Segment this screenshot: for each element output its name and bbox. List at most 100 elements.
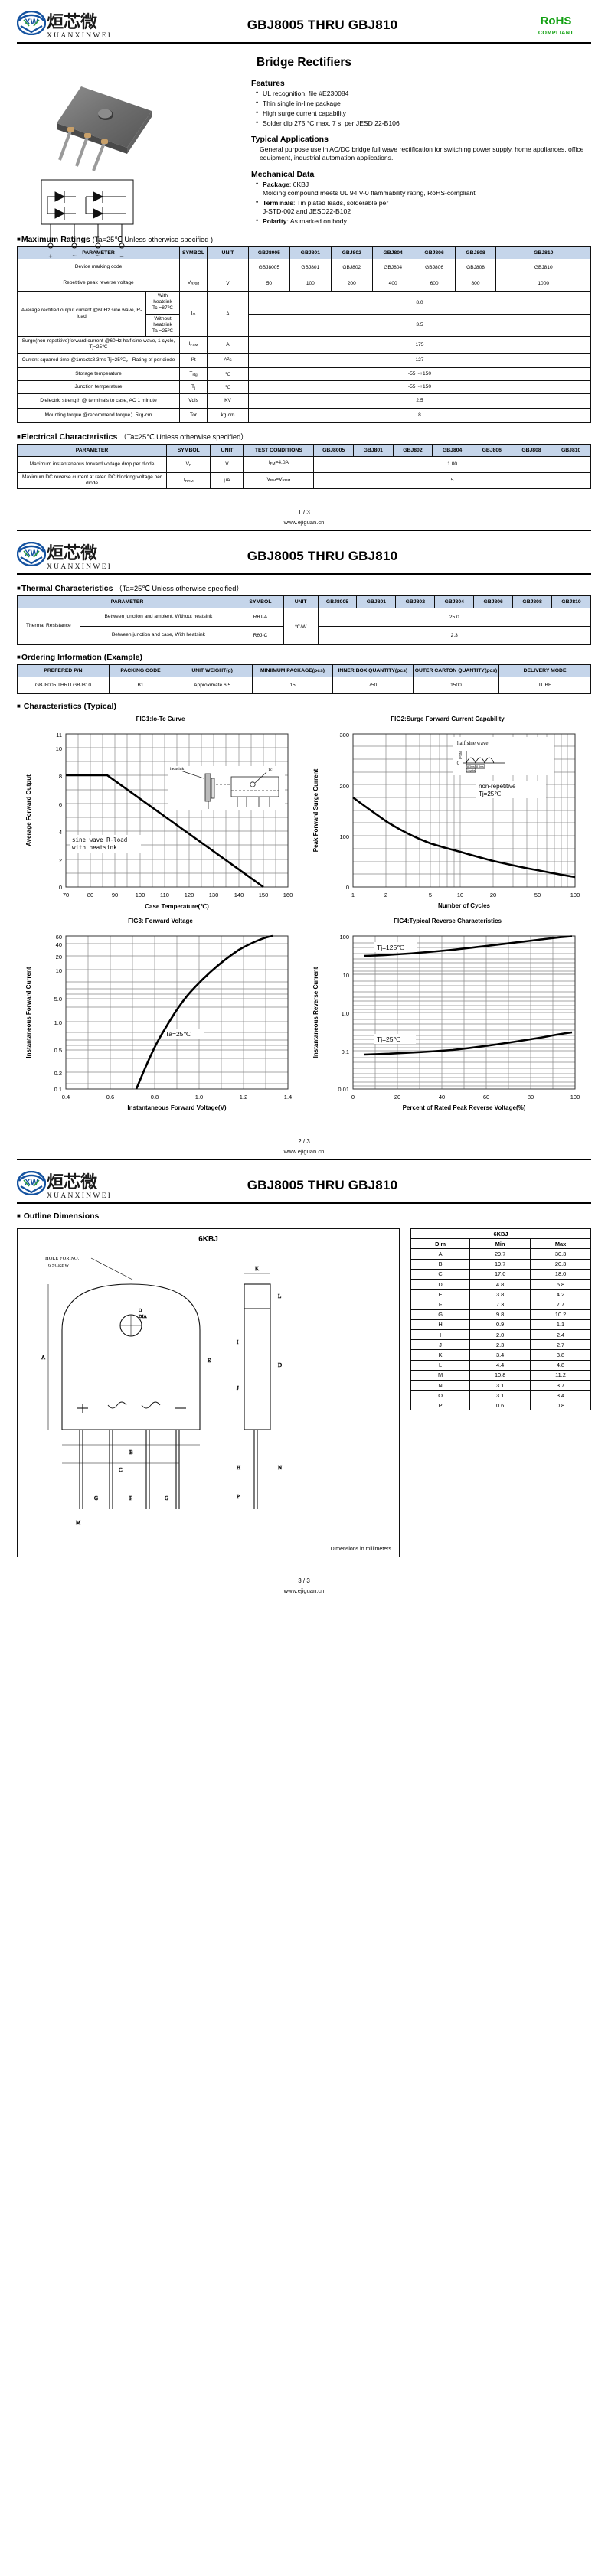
cell-value: 600 bbox=[413, 276, 456, 292]
svg-text:130: 130 bbox=[209, 892, 219, 898]
col-gbj802: GBJ802 bbox=[392, 443, 433, 457]
cell-min: 3.8 bbox=[469, 1289, 531, 1300]
cell-min: 0.6 bbox=[469, 1400, 531, 1411]
cell-dim: H bbox=[410, 1319, 471, 1330]
row-symbol: IRRM bbox=[166, 471, 211, 490]
cell-value: GBJ802 bbox=[330, 259, 373, 277]
cell-max: 20.3 bbox=[530, 1258, 591, 1270]
max-ratings-title: Maximum Ratings bbox=[21, 235, 90, 245]
col-gbj801: GBJ801 bbox=[289, 246, 332, 260]
feature-item: UL recognition, file #E230084 bbox=[256, 89, 591, 98]
row-param: Between junction and case, With heatsink bbox=[79, 626, 238, 646]
logo-cn-name: 烜芯微 bbox=[47, 1173, 98, 1193]
cell-min: 19.7 bbox=[469, 1258, 531, 1270]
chart-fig2-svg: 300 200 100 0 1 2 5 10 20 50 100 Number of Cyc… bbox=[312, 732, 580, 909]
svg-text:40: 40 bbox=[56, 941, 62, 948]
table-header-row: PARAMETER SYMBOL UNIT TEST CONDITIONS GB… bbox=[16, 443, 591, 457]
svg-text:120: 120 bbox=[185, 892, 194, 898]
mechanical-item-polarity: Polarity: As marked on body bbox=[256, 217, 591, 226]
svg-text:100: 100 bbox=[136, 892, 145, 898]
col-symbol: SYMBOL bbox=[166, 443, 211, 457]
cell-value-span: 2.5 bbox=[247, 393, 592, 409]
row-symbol: IO bbox=[179, 291, 208, 337]
table-row: GBJ8005 THRU GBJ810 B1 Approximate 6.5 1… bbox=[17, 677, 591, 695]
cell-value-span: 5 bbox=[313, 471, 591, 490]
cell-value: B1 bbox=[108, 677, 173, 695]
chart-fig4-title: FIG4:Typical Reverse Characteristics bbox=[394, 918, 502, 925]
row-symbol: VF bbox=[166, 455, 211, 473]
package-illustrations: + ~ ~ − bbox=[17, 77, 247, 260]
row-unit: V bbox=[210, 455, 244, 473]
outline-package-name: 6KBJ bbox=[198, 1235, 218, 1244]
table-row: G 9.8 10.2 bbox=[410, 1309, 591, 1320]
outline-dim-letter: M bbox=[76, 1520, 81, 1526]
table-row: J 2.3 2.7 bbox=[410, 1339, 591, 1351]
svg-text:20: 20 bbox=[394, 1094, 400, 1101]
svg-text:2: 2 bbox=[59, 857, 62, 864]
row-param: Junction temperature bbox=[16, 380, 181, 394]
row-param: Surge(non-repetitive)forward current @60… bbox=[16, 336, 181, 354]
svg-text:11: 11 bbox=[56, 732, 62, 739]
chart-fig2-title: FIG2:Surge Forward Current Capability bbox=[391, 716, 505, 723]
row-symbol: RθJ-A bbox=[237, 608, 284, 628]
table-row: Thermal Resistance Between junction and … bbox=[17, 608, 592, 646]
svg-text:0.01: 0.01 bbox=[338, 1086, 349, 1093]
cell-dim: D bbox=[410, 1279, 471, 1290]
table-header-row: PREFERED P/N PACKING CODE UNIT WEIGHT(g)… bbox=[17, 664, 591, 678]
feature-item: Thin single in-line package bbox=[256, 99, 591, 108]
page-number: 3 / 3 bbox=[298, 1577, 310, 1585]
chart-fig4-series-label-125: Tj=125℃ bbox=[377, 944, 404, 951]
characteristics-heading: ■ Characteristics (Typical) bbox=[17, 702, 116, 712]
row-unit: μA bbox=[210, 471, 244, 490]
page-header: XW 烜芯微 XUANXINWEI GBJ8005 THRU GBJ810 Ro… bbox=[17, 0, 591, 40]
svg-text:10: 10 bbox=[457, 892, 463, 898]
row-group-label: Thermal Resistance bbox=[17, 608, 80, 646]
svg-text:110: 110 bbox=[160, 892, 169, 898]
rohs-badge: RoHS COMPLIANT bbox=[521, 15, 591, 36]
thermal-char-title: Thermal Characteristics bbox=[21, 584, 113, 594]
ordering-heading: ■Ordering Information (Example) bbox=[17, 653, 142, 663]
table-row: P 0.6 0.8 bbox=[410, 1400, 591, 1411]
outline-dim-letter: E bbox=[208, 1358, 211, 1364]
chart-fig1-inset-label-heatsink: heatsink bbox=[170, 767, 185, 771]
svg-text:40: 40 bbox=[439, 1094, 445, 1101]
col-gbj810: GBJ810 bbox=[551, 443, 591, 457]
chart-fig4-xlabel: Percent of Rated Peak Reverse Voltage(%) bbox=[403, 1104, 526, 1111]
chart-fig2-annotation-l1: non-repetitive bbox=[479, 783, 516, 790]
col-test-conditions: TEST CONDITIONS bbox=[243, 443, 315, 457]
chart-fig1-xlabel: Case Temperature(℃) bbox=[145, 903, 209, 910]
cell-dim: J bbox=[410, 1339, 471, 1351]
row-param: Average rectified output current @60Hz s… bbox=[17, 291, 146, 337]
table-header-row: PARAMETER SYMBOL UNIT GBJ8005 GBJ801 GBJ… bbox=[16, 595, 591, 609]
cell-value: 1500 bbox=[412, 677, 500, 695]
table-row: Dielectric strength @ terminals to case,… bbox=[16, 393, 592, 409]
col-parameter: PARAMETER bbox=[16, 443, 168, 457]
col-gbj8005: GBJ8005 bbox=[247, 246, 290, 260]
svg-text:1.0: 1.0 bbox=[54, 1019, 62, 1026]
col-gbj804: GBJ804 bbox=[432, 443, 472, 457]
outline-section: 6KBJ HOLE FOR NO. 6 SCREW bbox=[17, 1228, 591, 1558]
col-unit: UNIT bbox=[210, 443, 244, 457]
elec-char-heading: ■Electrical Characteristics （Ta=25℃ Unle… bbox=[17, 432, 248, 442]
chart-fig2-annotation-l2: Tj=25℃ bbox=[479, 791, 501, 797]
cell-max: 3.4 bbox=[530, 1390, 591, 1401]
svg-text:70: 70 bbox=[63, 892, 69, 898]
svg-text:100: 100 bbox=[570, 892, 580, 898]
row-param: Between junction and ambient, Without he… bbox=[79, 608, 238, 628]
svg-text:20: 20 bbox=[490, 892, 496, 898]
table-header-row: Dim Min Max bbox=[410, 1238, 591, 1250]
cell-value: GBJ806 bbox=[413, 259, 456, 277]
svg-text:0: 0 bbox=[346, 884, 349, 891]
rohs-label: RoHS bbox=[540, 14, 572, 28]
chart-fig1: FIG1:Io-Tc Curve bbox=[17, 714, 304, 916]
row-unit: ℃ bbox=[207, 380, 249, 394]
table-row: H 0.9 1.1 bbox=[410, 1319, 591, 1330]
chart-fig2-inset-label-83ms-b: 8.3ms bbox=[476, 765, 484, 768]
col-packing-code: PACKING CODE bbox=[108, 664, 173, 678]
cell-min: 9.8 bbox=[469, 1309, 531, 1320]
row-subcondition-a: With heatsink Tc =87℃ bbox=[145, 291, 181, 315]
cell-value: GBJ810 bbox=[495, 259, 591, 277]
svg-text:0.4: 0.4 bbox=[62, 1094, 70, 1101]
